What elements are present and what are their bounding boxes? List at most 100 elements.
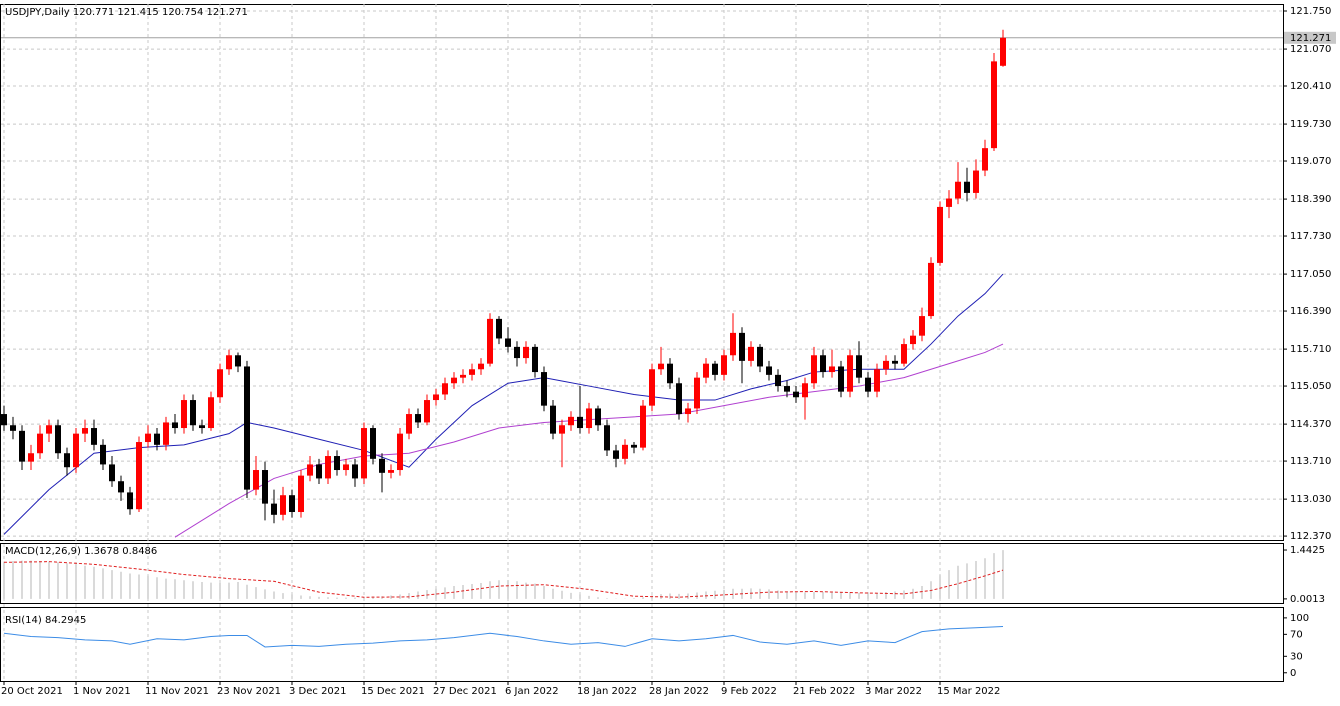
- candle-body: [595, 408, 601, 426]
- candle-body: [433, 394, 439, 401]
- y-tick-label: 100: [1290, 613, 1309, 624]
- y-tick-label: 1.4425: [1290, 545, 1325, 556]
- candle-body: [136, 442, 142, 510]
- candle-body: [829, 366, 835, 373]
- x-tick-label: 21 Feb 2022: [793, 686, 855, 697]
- candle-body: [811, 355, 817, 384]
- candle-body: [28, 453, 34, 462]
- candle-body: [307, 464, 313, 476]
- candle-body: [316, 464, 322, 479]
- y-tick-label: 0.0013: [1290, 594, 1325, 605]
- rsi-title: RSI(14) 84.2945: [5, 615, 86, 626]
- candle-body: [190, 400, 196, 426]
- candle-body: [442, 383, 448, 395]
- candle-body: [730, 332, 736, 356]
- candle-body: [928, 262, 934, 317]
- candle-body: [343, 464, 349, 471]
- candle-body: [352, 464, 358, 479]
- candle-body: [955, 181, 961, 199]
- candle-body: [523, 346, 529, 359]
- candle-body: [91, 428, 97, 445]
- candle-body: [937, 206, 943, 263]
- candle-body: [631, 444, 637, 448]
- y-tick-label: 121.750: [1290, 6, 1331, 17]
- candle-body: [865, 377, 871, 392]
- candle-body: [856, 355, 862, 378]
- candle-body: [253, 470, 259, 490]
- candle-body: [541, 372, 547, 406]
- candle-body: [10, 425, 16, 431]
- candle-body: [505, 338, 511, 347]
- candle-body: [991, 61, 997, 149]
- candle-body: [613, 450, 619, 459]
- candle-body: [874, 369, 880, 392]
- x-tick-label: 11 Nov 2021: [145, 686, 209, 697]
- y-tick-label: 116.390: [1290, 306, 1331, 317]
- candle-body: [226, 355, 232, 370]
- current-price-label: 121.271: [1290, 33, 1331, 44]
- candle-body: [289, 495, 295, 513]
- candle-body: [271, 503, 277, 515]
- candle-body: [496, 318, 502, 339]
- x-tick-label: 23 Nov 2021: [217, 686, 281, 697]
- candle-body: [775, 374, 781, 387]
- candle-body: [676, 383, 682, 415]
- candle-body: [415, 414, 421, 423]
- candle-body: [748, 346, 754, 361]
- y-tick-label: 117.730: [1290, 231, 1331, 242]
- candle-body: [55, 425, 61, 454]
- x-tick-label: 15 Dec 2021: [361, 686, 425, 697]
- candle-body: [451, 377, 457, 384]
- candle-body: [460, 374, 466, 378]
- candle-body: [919, 316, 925, 336]
- candle-body: [658, 363, 664, 370]
- y-tick-label: 30: [1290, 651, 1303, 662]
- y-tick-label: 121.070: [1290, 44, 1331, 55]
- candle-body: [118, 481, 124, 493]
- candle-body: [712, 363, 718, 375]
- candle-body: [19, 430, 25, 462]
- candle-body: [280, 495, 286, 515]
- main-panel: [0, 4, 1284, 541]
- candle-body: [946, 198, 952, 207]
- candle-body: [154, 433, 160, 445]
- candle-body: [424, 400, 430, 423]
- candle-body: [73, 433, 79, 468]
- y-tick-label: 113.710: [1290, 456, 1331, 467]
- candle-body: [604, 425, 610, 451]
- candle-body: [703, 363, 709, 378]
- rsi-panel: [0, 607, 1284, 682]
- x-tick-label: 20 Oct 2021: [1, 686, 63, 697]
- candle-body: [235, 355, 241, 367]
- y-tick-label: 119.730: [1290, 119, 1331, 130]
- candle-body: [334, 456, 340, 471]
- candle-body: [550, 405, 556, 434]
- x-tick-label: 3 Mar 2022: [865, 686, 922, 697]
- candle-body: [640, 405, 646, 448]
- candle-body: [1000, 37, 1006, 66]
- x-tick-label: 18 Jan 2022: [577, 686, 637, 697]
- x-tick-label: 27 Dec 2021: [433, 686, 497, 697]
- x-tick-label: 6 Jan 2022: [505, 686, 559, 697]
- candle-body: [514, 346, 520, 359]
- candle-body: [685, 408, 691, 415]
- macd-signal: [3, 561, 1004, 598]
- candle-body: [847, 355, 853, 392]
- candle-body: [163, 422, 169, 445]
- candle-body: [1, 414, 7, 426]
- x-tick-label: 3 Dec 2021: [289, 686, 347, 697]
- candle-body: [262, 470, 268, 504]
- candle-body: [487, 318, 493, 364]
- candle-body: [883, 360, 889, 370]
- y-tick-label: 119.070: [1290, 156, 1331, 167]
- candle-body: [370, 428, 376, 459]
- candle-body: [559, 425, 565, 434]
- candle-body: [622, 444, 628, 459]
- candle-body: [802, 383, 808, 398]
- candle-body: [100, 444, 106, 465]
- candle-body: [982, 148, 988, 171]
- y-tick-label: 120.410: [1290, 81, 1331, 92]
- candle-body: [208, 397, 214, 429]
- x-tick-label: 28 Jan 2022: [649, 686, 709, 697]
